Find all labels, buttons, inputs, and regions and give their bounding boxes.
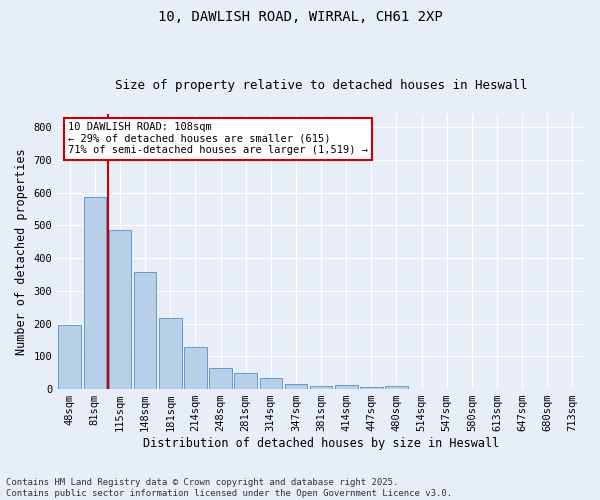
Bar (209, 368, 232, 389)
Text: 10, DAWLISH ROAD, WIRRAL, CH61 2XP: 10, DAWLISH ROAD, WIRRAL, CH61 2XP (158, 10, 442, 24)
Bar (335, 385, 358, 389)
Bar (310, 386, 332, 389)
Bar (83, 196, 106, 389)
Bar (134, 272, 157, 389)
Bar (260, 378, 282, 389)
Bar (385, 386, 408, 389)
Bar (360, 388, 383, 389)
Bar (284, 384, 307, 389)
X-axis label: Distribution of detached houses by size in Heswall: Distribution of detached houses by size … (143, 437, 499, 450)
Bar (159, 318, 182, 389)
Bar (58, 324, 81, 389)
Y-axis label: Number of detached properties: Number of detached properties (15, 148, 28, 355)
Bar (184, 346, 207, 389)
Title: Size of property relative to detached houses in Heswall: Size of property relative to detached ho… (115, 79, 527, 92)
Text: Contains HM Land Registry data © Crown copyright and database right 2025.
Contai: Contains HM Land Registry data © Crown c… (6, 478, 452, 498)
Bar (109, 230, 131, 389)
Bar (235, 372, 257, 389)
Text: 10 DAWLISH ROAD: 108sqm
← 29% of detached houses are smaller (615)
71% of semi-d: 10 DAWLISH ROAD: 108sqm ← 29% of detache… (68, 122, 368, 156)
